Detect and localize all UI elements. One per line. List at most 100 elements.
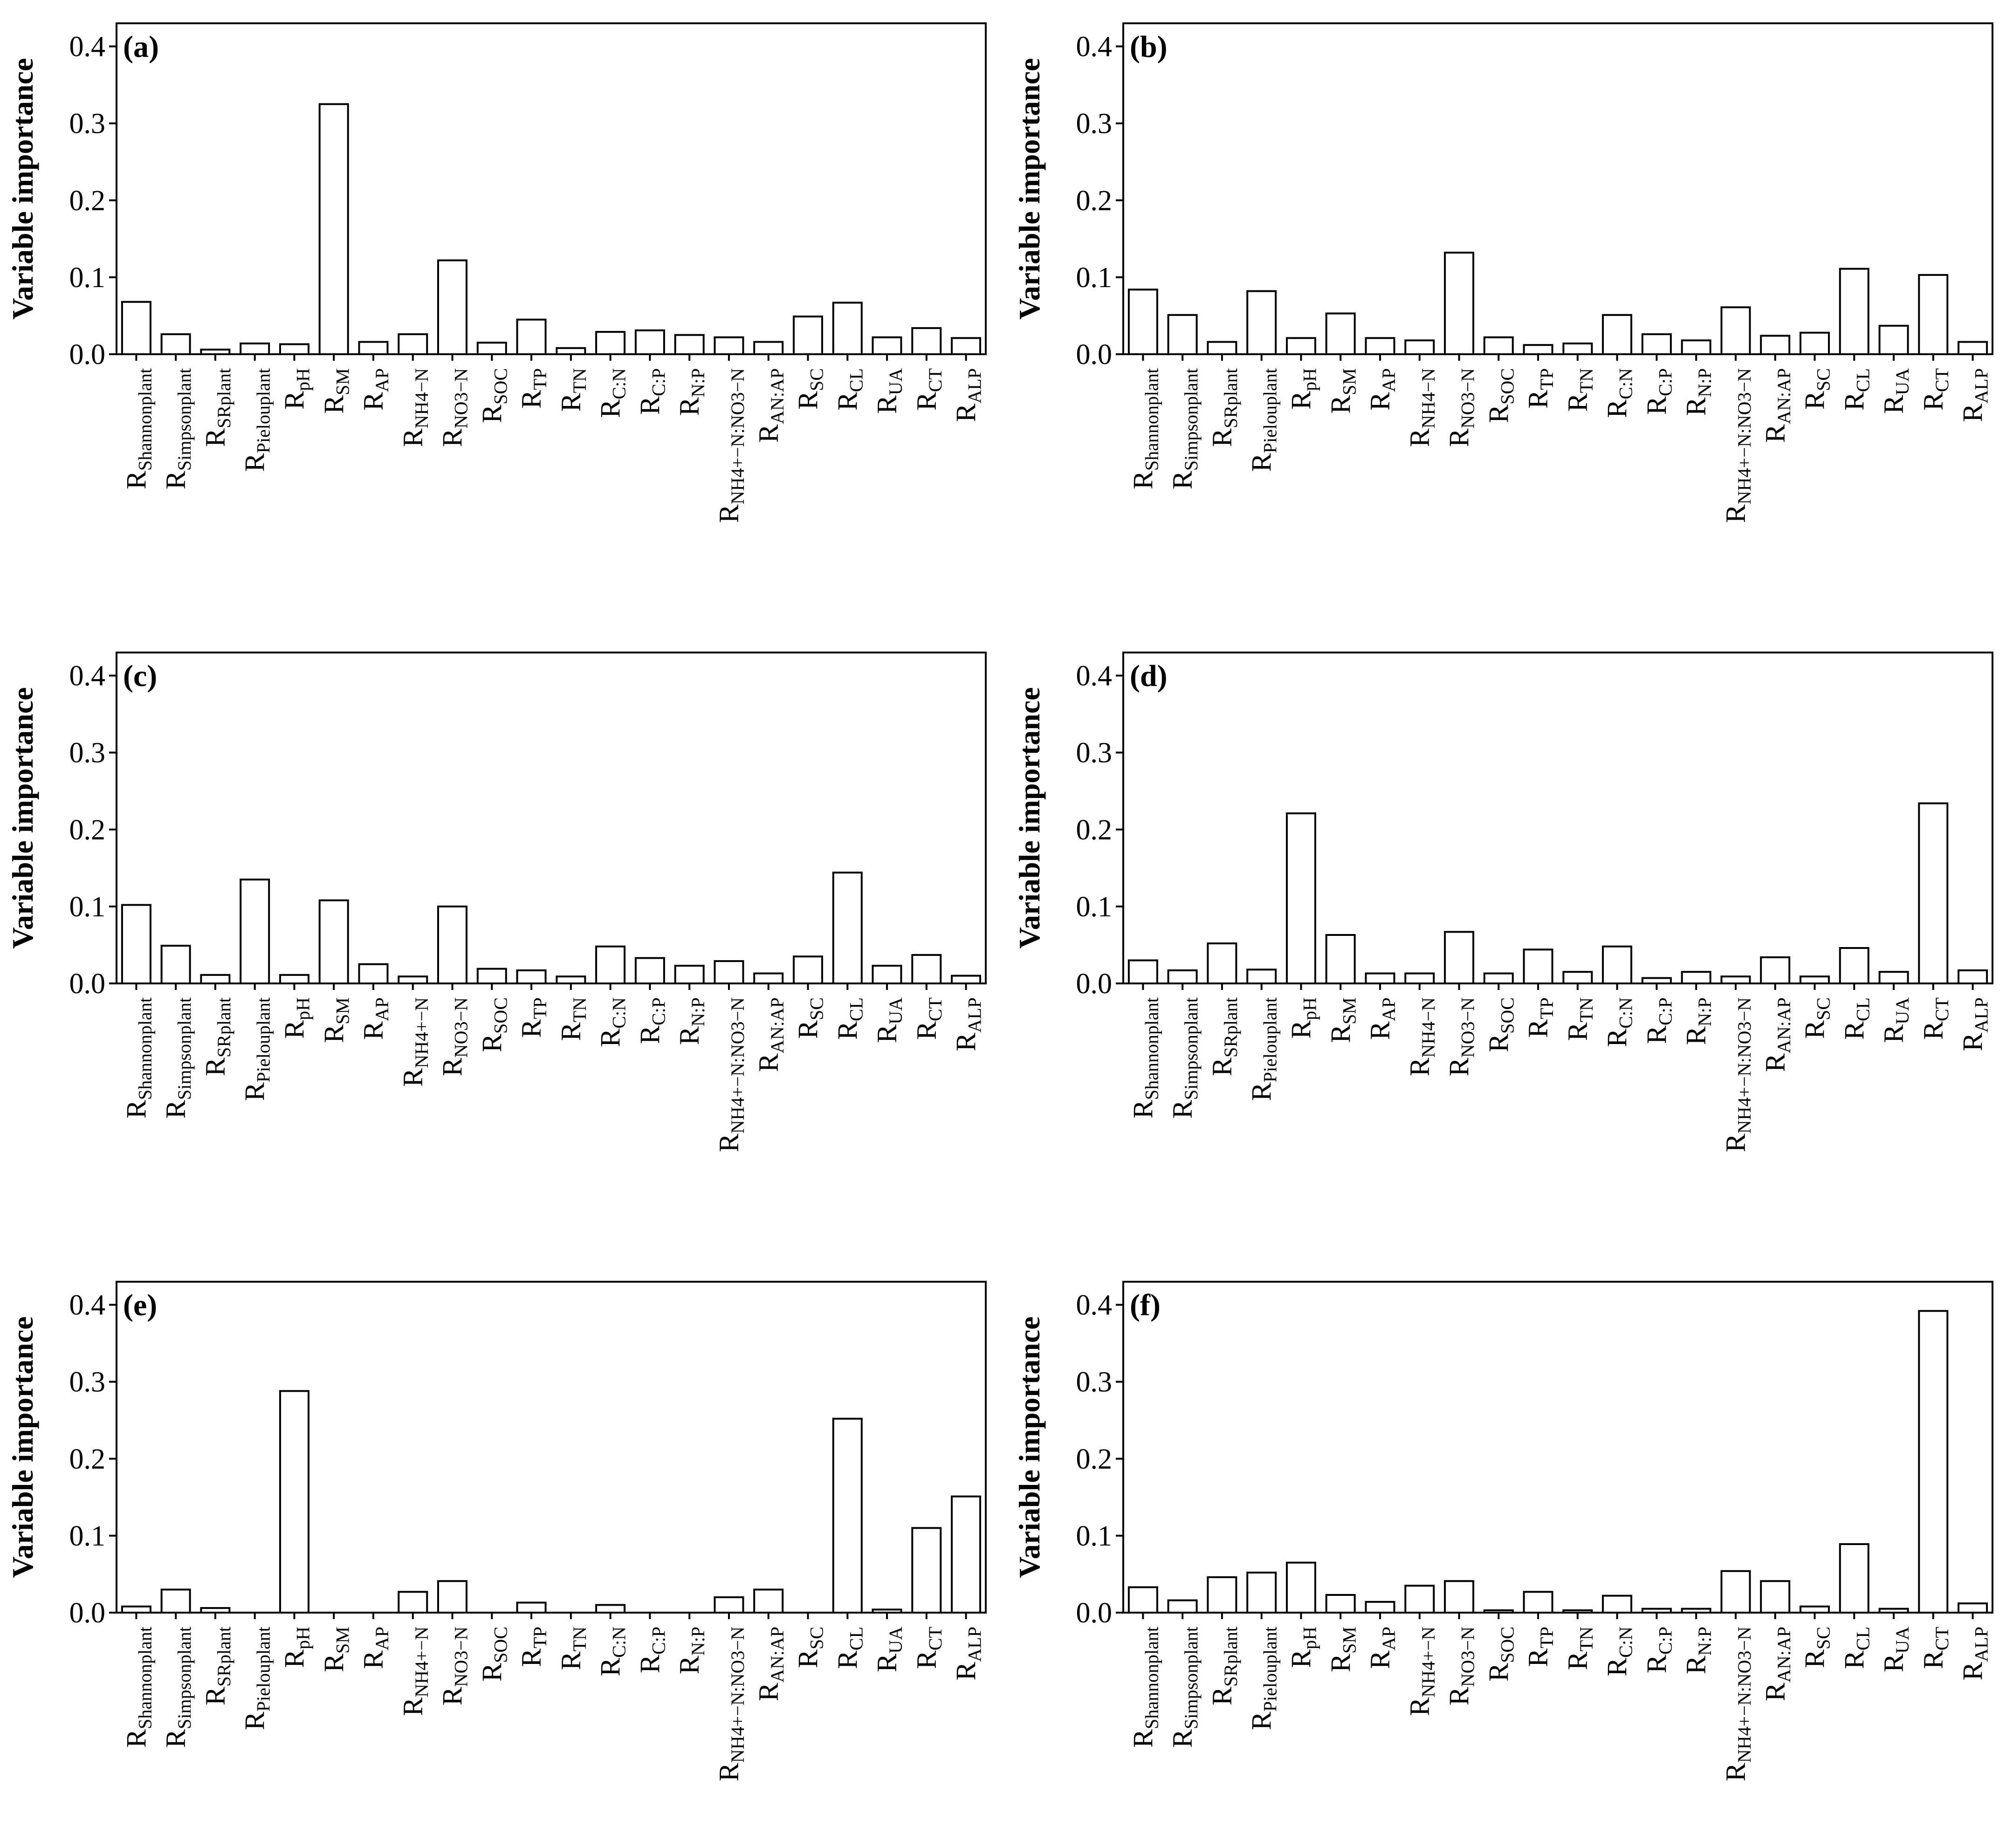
bar-ct [911,1527,942,1614]
bar-nh4-n-no3-n [1720,1570,1751,1614]
bar-simpsonplant [1167,1599,1198,1614]
x-tick-label: RUA [872,368,906,414]
bar-c-n [1602,1594,1633,1614]
plot-frame [1122,652,1993,984]
bar-nh4-n-no3-n [714,1596,744,1614]
bar-no3-n [437,1580,467,1614]
x-tick-label: RNO3−N [1444,368,1478,447]
x-tick-label: RNH4+−N [398,997,432,1087]
x-tick-label: RN:P [674,997,708,1045]
bar-sc [1800,331,1830,355]
plot-frame [116,1281,987,1614]
x-tick-label: RSimpsonplant [1167,1627,1202,1748]
bar-cl [832,872,863,984]
x-tick-label: RAN:AP [1760,997,1794,1072]
bar-ph [279,974,309,985]
x-tick-label: RUA [1878,368,1913,414]
bar-an-ap [1760,956,1791,984]
x-tick-label: RNH4−N [1404,368,1439,447]
bar-tp [516,969,547,984]
bar-tp [516,1601,547,1614]
panel-label: (a) [123,30,159,64]
bar-ua [1878,971,1909,984]
x-tick-label: RSRplant [1207,1627,1241,1705]
y-tick-label: 0.3 [69,108,106,140]
x-tick-label: RAP [358,368,392,411]
bar-nh4-n-no3-n [1720,306,1751,355]
bar-tn [556,976,586,985]
bar-ct [1918,802,1949,984]
bar-srplant [1207,341,1237,355]
y-tick-label: 0.0 [1076,1597,1113,1629]
x-tick-label: RSRplant [200,368,234,447]
x-tick-label: RTP [1523,997,1557,1038]
x-tick-label: RSOC [1483,997,1518,1052]
chart-panel-b: 0.0 0.1 0.2 0.3 0.4 RShannonplantRSimpsonplan… [1013,22,1993,523]
y-tick-label: 0.2 [1076,814,1113,846]
bar-ph [279,343,309,355]
x-tick-label: RNH4+−N:NO3−N [714,1627,748,1781]
x-tick-label: RNH4+−N [398,1627,432,1716]
x-tick-label: RC:P [1641,997,1676,1044]
chart-panel-e: 0.0 0.1 0.2 0.3 0.4 RShannonplantRSimpsonplan… [6,1281,987,1781]
x-tick-label: RShannonplant [121,1627,155,1748]
y-tick-label: 0.1 [69,1520,106,1552]
bar-an-ap [1760,335,1791,356]
bar-an-ap [1760,1580,1791,1614]
x-tick-label: RTN [556,997,590,1041]
panel-label: (f) [1130,1288,1161,1322]
chart-panel-f: 0.0 0.1 0.2 0.3 0.4 RShannonplantRSimpsonplan… [1013,1281,1993,1781]
y-tick-label: 0.3 [1076,108,1113,140]
x-tick-label: RCT [911,997,946,1040]
x-tick-label: RPielouplant [240,1627,274,1730]
x-tick-label: RC:N [595,1627,630,1676]
y-tick-label: 0.3 [69,737,106,769]
x-tick-label: RTP [516,997,550,1038]
x-tick-label: RSimpsonplant [160,1627,195,1748]
bar-no3-n [437,905,467,985]
bar-nh4-n [398,976,428,985]
bar-cl [1839,947,1869,984]
x-tick-label: RCL [832,997,866,1040]
x-tick-label: RCL [1839,997,1873,1040]
y-tick-label: 0.4 [1076,660,1113,692]
bar-pielouplant [1246,1572,1277,1614]
x-tick-label: RAP [1365,1627,1399,1669]
x-tick-label: RPielouplant [1246,1627,1281,1730]
bar-shannonplant [121,301,151,356]
y-tick-label: 0.0 [69,968,106,1000]
bar-ap [1365,1601,1395,1614]
bar-simpsonplant [160,333,191,355]
x-tick-label: RCL [1839,368,1873,411]
x-tick-label: RpH [279,997,314,1039]
bar-no3-n [1444,931,1475,985]
x-tick-label: RC:P [634,1627,669,1673]
x-tick-label: RSOC [476,997,511,1052]
panel-label: (d) [1130,659,1168,693]
x-tick-label: RC:P [634,997,669,1044]
x-tick-label: RSOC [476,1627,511,1682]
bar-srplant [1207,1576,1237,1614]
bar-ua [1878,324,1909,356]
y-tick-label: 0.0 [1076,968,1113,1000]
panel-label: (b) [1130,30,1168,64]
bar-tn [1562,971,1593,984]
plot-frame [1122,22,1993,355]
bar-alp [951,975,982,984]
bar-alp [1958,969,1988,984]
y-tick-label: 0.3 [69,1367,106,1398]
bar-ph [279,1390,309,1614]
x-tick-label: RALP [1958,1627,1992,1681]
bar-simpsonplant [1167,314,1198,355]
x-tick-label: RTP [1523,1627,1557,1667]
x-tick-label: RNH4+−N:NO3−N [1720,1627,1755,1781]
x-tick-label: RCT [1918,1627,1952,1669]
bar-tp [1523,948,1553,985]
x-tick-label: RSimpsonplant [1167,997,1202,1119]
bar-n-p [1681,971,1711,984]
bar-sm [1325,934,1356,984]
bar-srplant [200,974,231,985]
bar-ph [1286,1561,1316,1614]
x-tick-label: RSM [318,997,353,1043]
x-tick-label: RSRplant [1207,997,1241,1076]
